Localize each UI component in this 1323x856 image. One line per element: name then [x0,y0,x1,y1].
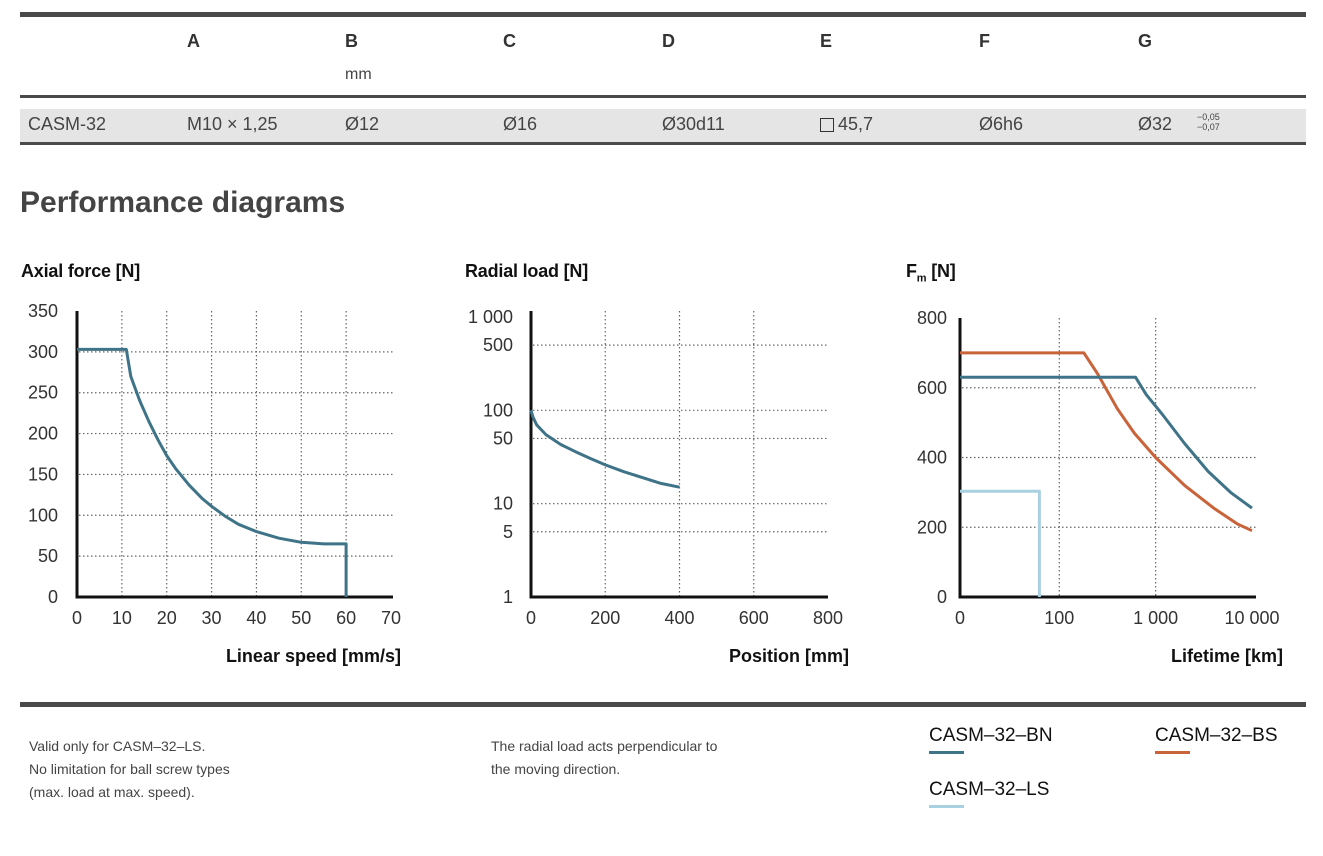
x-tick-label: 0 [955,608,965,628]
x-tick-label: 800 [813,608,843,628]
x-tick-label: 200 [590,608,620,628]
chart-title-axial: Axial force [N] [21,261,141,281]
series-line-casm-32-bn [960,375,1253,510]
cell-e-value: 45,7 [838,114,874,134]
x-axis-label: Linear speed [mm/s] [226,646,401,666]
table-top-rule [20,12,1306,17]
x-tick-label: 60 [336,608,356,628]
chart-title-fm: Fm [N] [906,261,956,285]
y-tick-label: 100 [483,400,513,420]
chart-title-radial: Radial load [N] [465,261,589,281]
legend-swatch-bn [929,751,964,754]
x-tick-label: 70 [381,608,401,628]
cell-f: Ø6h6 [979,114,1024,134]
x-tick-label: 40 [246,608,266,628]
note-radial-line: the moving direction. [491,761,621,777]
y-tick-label: 10 [493,494,513,514]
table-row [20,109,1306,142]
x-tick-label: 20 [157,608,177,628]
chart-radial-load: 0 200 400 600 800 1 5 10 50 100 500 1 000 Position [… [468,307,849,666]
column-header-d: D [662,31,675,51]
column-header-g: G [1138,31,1153,51]
cell-a: M10 × 1,25 [187,114,278,134]
y-tick-label: 350 [28,301,58,321]
chart-axial-force: 0 10 20 30 40 50 60 70 0 50 100 150 200 250 300 350 Line… [28,301,401,666]
legend-swatch-ls [929,805,964,808]
legend-label: CASM–32–BN [929,725,1053,746]
series-line-casm-32-ls [77,347,348,597]
square-icon [820,117,834,132]
x-tick-label: 50 [291,608,311,628]
y-tick-label: 300 [28,342,58,362]
chart-fm-lifetime: 0 100 1 000 10 000 0 200 400 600 800 Lifetime [km… [917,308,1283,666]
x-tick-label: 0 [72,608,82,628]
legend-swatch-bs [1155,751,1190,754]
x-tick-label: 0 [526,608,536,628]
cell-b: Ø12 [345,114,380,134]
tolerance: −0,05 −0,07 [1197,112,1220,132]
y-tick-label: 150 [28,464,58,484]
table-header-rule [20,95,1306,98]
legend-item-bs: CASM–32–BS [1155,725,1278,754]
y-tick-label: 1 [503,587,513,607]
column-header-a: A [187,31,200,51]
series-line-casm-32-ls [960,489,1041,597]
x-tick-label: 10 000 [1224,608,1279,628]
note-axial-line: (max. load at max. speed). [29,784,195,800]
x-tick-label: 100 [1044,608,1074,628]
y-tick-label: 0 [48,587,58,607]
column-header-c: C [503,31,516,51]
cell-g: Ø32 [1138,114,1173,134]
y-tick-label: 50 [38,546,58,566]
cell-c: Ø16 [503,114,538,134]
column-header-b: B [345,31,358,51]
charts-canvas: 0 10 20 30 40 50 60 70050100150200250300350Line… [28,301,1283,666]
note-axial: Valid only for CASM–32–LS. No limitation… [29,735,230,804]
note-radial: The radial load acts perpendicular to th… [491,735,717,781]
x-axis-label: Position [mm] [729,646,849,666]
section-title: Performance diagrams [20,186,346,219]
note-axial-line: Valid only for CASM–32–LS. [29,738,206,754]
y-tick-label: 800 [917,308,947,328]
cell-e: 45,7 [820,114,873,135]
y-tick-label: 250 [28,383,58,403]
y-tick-label: 500 [483,335,513,355]
x-tick-label: 1 000 [1133,608,1178,628]
cell-model: CASM-32 [28,114,107,134]
legend-item-ls: CASM–32–LS [929,779,1049,808]
unit-label: mm [345,66,372,83]
column-header-e: E [820,31,833,51]
y-tick-label: 50 [493,428,513,448]
y-tick-label: 600 [917,378,947,398]
footer-rule [20,702,1306,707]
tolerance-upper: −0,05 [1197,112,1220,122]
series-line-casm-32-bs [960,351,1253,533]
chart-title-fm-main: F [906,261,917,281]
x-tick-label: 10 [112,608,132,628]
tolerance-lower: −0,07 [1197,122,1220,132]
y-tick-label: 200 [28,424,58,444]
series-line-casm-32 [529,409,680,489]
y-tick-label: 400 [917,448,947,468]
y-tick-label: 100 [28,505,58,525]
x-tick-label: 600 [739,608,769,628]
table-bottom-rule [20,142,1306,145]
x-axis-label: Lifetime [km] [1171,646,1283,666]
chart-title-fm-unit: [N] [926,261,956,281]
chart-title-fm-sub: m [916,272,927,285]
y-tick-label: 200 [917,517,947,537]
note-radial-line: The radial load acts perpendicular to [491,738,718,754]
legend-item-bn: CASM–32–BN [929,725,1053,754]
y-tick-label: 1 000 [468,307,513,327]
column-header-f: F [979,31,990,51]
legend-label: CASM–32–BS [1155,725,1278,746]
x-tick-label: 30 [202,608,222,628]
note-axial-line: No limitation for ball screw types [29,761,230,777]
cell-d: Ø30d11 [662,114,725,134]
y-tick-label: 0 [937,587,947,607]
y-tick-label: 5 [503,522,513,542]
legend-label: CASM–32–LS [929,779,1050,800]
x-tick-label: 400 [664,608,694,628]
